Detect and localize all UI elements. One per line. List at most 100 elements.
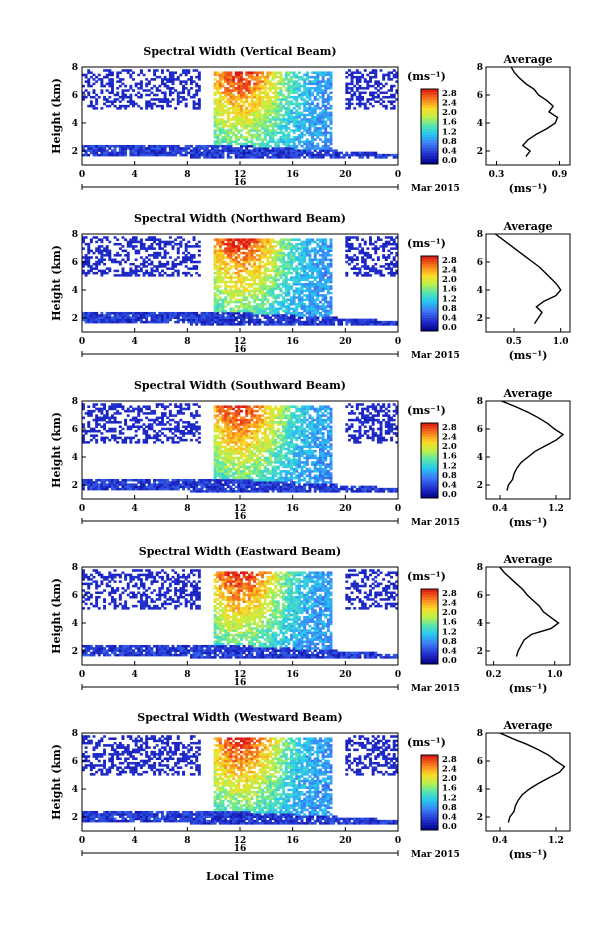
x-tick-label: 8 [184, 337, 190, 347]
colorbar-tick-label: 0.8 [442, 803, 457, 813]
panel-title: Spectral Width (Westward Beam) [137, 711, 342, 724]
y-tick-label: 2 [72, 647, 78, 657]
avg-y-tick-label: 6 [477, 757, 483, 767]
y-axis-label: Height (km) [50, 578, 63, 654]
x-tick-label: 20 [339, 504, 352, 514]
colorbar-tick-label: 2.0 [442, 275, 457, 285]
colorbar-tick-label: 2.8 [442, 589, 457, 599]
colorbar-tick-label: 0.4 [442, 313, 457, 323]
x-tick-label: 20 [339, 670, 352, 680]
avg-y-tick-label: 2 [477, 147, 483, 157]
colorbar-tick-label: 1.2 [442, 127, 457, 137]
date-label: 16 [234, 678, 247, 688]
average-title: Average [502, 220, 552, 233]
month-label: Mar 2015 [411, 351, 460, 361]
y-tick-label: 8 [72, 230, 78, 240]
colorbar [420, 588, 439, 665]
x-tick-label: 4 [132, 504, 138, 514]
avg-x-tick-label: 1.2 [548, 504, 564, 514]
x-tick-label: 16 [286, 170, 299, 180]
colorbar-tick-label: 1.2 [442, 461, 457, 471]
average-title: Average [502, 719, 552, 732]
colorbar-tick-label: 0.0 [442, 490, 457, 500]
colorbar-tick-label: 0.4 [442, 146, 457, 156]
average-unit: (ms⁻¹) [509, 516, 548, 529]
colorbar-tick-label: 1.6 [442, 784, 457, 794]
colorbar-tick-label: 1.6 [442, 118, 457, 128]
colorbar-tick-label: 2.8 [442, 89, 457, 99]
y-tick-label: 2 [72, 314, 78, 324]
colorbar-tick-label: 2.0 [442, 442, 457, 452]
y-tick-label: 6 [72, 591, 78, 601]
colorbar [420, 255, 439, 332]
colorbar-tick-label: 0.8 [442, 304, 457, 314]
avg-y-tick-label: 6 [477, 425, 483, 435]
panel-title: Spectral Width (Eastward Beam) [139, 545, 341, 558]
x-tick-label: 12 [234, 670, 247, 680]
colorbar-tick-label: 2.8 [442, 755, 457, 765]
colorbar-unit: (ms⁻¹) [407, 237, 446, 250]
x-axis-label: Local Time [206, 870, 274, 883]
y-tick-label: 4 [72, 453, 78, 463]
avg-y-tick-label: 2 [477, 647, 483, 657]
colorbar [420, 88, 439, 165]
average-unit: (ms⁻¹) [509, 182, 548, 195]
average-profile: Average 2 4 6 8 0.4 1.2(ms⁻¹) [477, 387, 571, 529]
y-tick-label: 8 [72, 563, 78, 573]
avg-x-tick-label: 0.4 [492, 836, 508, 846]
x-tick-label: 0 [79, 836, 85, 846]
colorbar-tick-label: 2.4 [442, 266, 457, 276]
y-tick-label: 2 [72, 147, 78, 157]
x-tick-label: 12 [234, 170, 247, 180]
colorbar-tick-label: 1.2 [442, 627, 457, 637]
y-axis-label: Height (km) [50, 744, 63, 820]
x-tick-label: 0 [79, 504, 85, 514]
avg-x-tick-label: 0.5 [506, 337, 522, 347]
colorbar-tick-label: 1.2 [442, 294, 457, 304]
average-profile: Average 2 4 6 8 0.3 0.9 (ms⁻¹) [477, 53, 571, 195]
x-tick-label: 12 [234, 836, 247, 846]
y-axis-label: Height (km) [50, 78, 63, 154]
colorbar-unit: (ms⁻¹) [407, 570, 446, 583]
avg-y-tick-label: 2 [477, 813, 483, 823]
colorbar-tick-label: 0.4 [442, 646, 457, 656]
colorbar-tick-label: 2.4 [442, 99, 457, 109]
average-profile-line [499, 566, 560, 657]
heatmap-cells [82, 69, 399, 159]
heatmap-cells [82, 569, 399, 659]
colorbar-tick-label: 0.0 [442, 822, 457, 832]
x-tick-label: 0 [79, 670, 85, 680]
average-title: Average [502, 53, 552, 66]
panel-0: Spectral Width (Vertical Beam) 2 4 6 8 Height… [50, 45, 571, 195]
y-tick-label: 2 [72, 481, 78, 491]
y-tick-label: 4 [72, 619, 78, 629]
y-tick-label: 6 [72, 425, 78, 435]
colorbar-tick-label: 0.0 [442, 323, 457, 333]
colorbar-tick-label: 0.8 [442, 137, 457, 147]
colorbar-tick-label: 2.8 [442, 423, 457, 433]
avg-y-tick-label: 8 [477, 230, 483, 240]
month-label: Mar 2015 [411, 850, 460, 860]
average-profile: Average 2 4 6 8 0.5 1.0 (ms⁻¹) [477, 220, 571, 362]
average-unit: (ms⁻¹) [509, 848, 548, 861]
avg-y-tick-label: 2 [477, 481, 483, 491]
average-profile-line [499, 732, 566, 823]
panel-2: Spectral Width (Southward Beam) 2 4 6 8 Heigh… [50, 379, 571, 529]
colorbar-tick-label: 1.6 [442, 285, 457, 295]
avg-y-tick-label: 8 [477, 729, 483, 739]
avg-y-tick-label: 8 [477, 563, 483, 573]
y-axis-label: Height (km) [50, 245, 63, 321]
x-tick-label: 8 [184, 170, 190, 180]
heatmap-cells [82, 403, 399, 493]
avg-y-tick-label: 2 [477, 314, 483, 324]
average-profile-line [501, 400, 565, 491]
y-axis-label: Height (km) [50, 412, 63, 488]
heatmap-cells [82, 735, 399, 825]
x-tick-label: 12 [234, 337, 247, 347]
month-label: Mar 2015 [411, 684, 460, 694]
colorbar-tick-label: 0.4 [442, 480, 457, 490]
x-tick-label: 0 [79, 170, 85, 180]
month-label: Mar 2015 [411, 184, 460, 194]
avg-x-tick-label: 1.2 [548, 836, 564, 846]
